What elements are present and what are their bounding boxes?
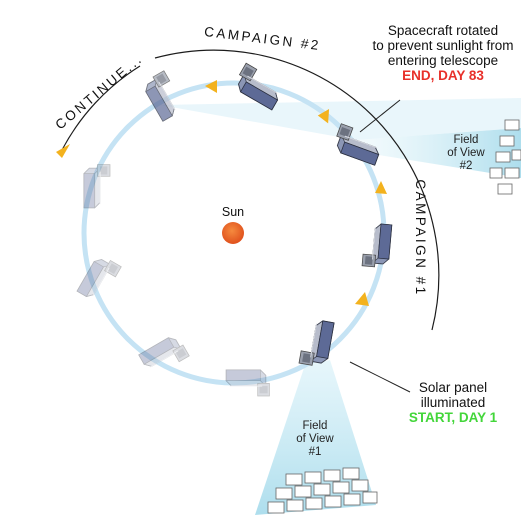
end-note-leader xyxy=(359,99,401,133)
fov1-line-2: of View xyxy=(296,432,334,445)
field-of-view-2-detector-grid xyxy=(489,119,521,195)
start-note: Solar panel illuminated START, DAY 1 xyxy=(398,380,508,425)
field-of-view-2-beam-outer xyxy=(160,98,521,140)
continue-arc xyxy=(61,65,141,151)
fov1-line-3: #1 xyxy=(308,445,322,458)
field-of-view-1-detector-grid xyxy=(267,467,378,514)
fov2-line-3: #2 xyxy=(459,159,473,172)
end-note-line-3: entering telescope xyxy=(387,53,499,69)
field-of-view-2-beam xyxy=(356,128,521,178)
start-status: START, DAY 1 xyxy=(408,410,498,426)
end-note: Spacecraft rotated to prevent sunlight f… xyxy=(360,23,521,83)
end-note-line-2: to prevent sunlight from xyxy=(372,38,514,54)
fov2-line-1: Field xyxy=(453,134,479,146)
end-status: END, DAY 83 xyxy=(402,68,484,84)
spacecraft-ghost-1 xyxy=(84,165,110,208)
spacecraft-ghost-3 xyxy=(139,333,189,377)
campaign-1-label: CAMPAIGN #1 xyxy=(413,179,428,296)
spacecraft-campaign-1-mid xyxy=(361,222,393,269)
sun xyxy=(222,222,244,244)
start-note-line-2: illuminated xyxy=(420,395,486,411)
continue-arrowhead xyxy=(56,144,70,158)
campaign-outer-arc xyxy=(154,49,440,331)
campaign-2-label: CAMPAIGN #2 xyxy=(203,24,321,53)
fov2-line-2: of View xyxy=(447,146,485,159)
orbit-arrows xyxy=(205,80,387,306)
spacecraft-ghost-4 xyxy=(226,370,269,396)
fov1-line-1: Field xyxy=(302,420,328,432)
field-of-view-2-label: Field of View #2 xyxy=(441,134,491,173)
start-note-leader xyxy=(349,361,411,393)
end-note-line-1: Spacecraft rotated xyxy=(387,23,499,38)
field-of-view-1-label: Field of View #1 xyxy=(290,420,340,459)
sun-label: Sun xyxy=(221,205,245,219)
start-note-line-1: Solar panel xyxy=(418,380,488,395)
